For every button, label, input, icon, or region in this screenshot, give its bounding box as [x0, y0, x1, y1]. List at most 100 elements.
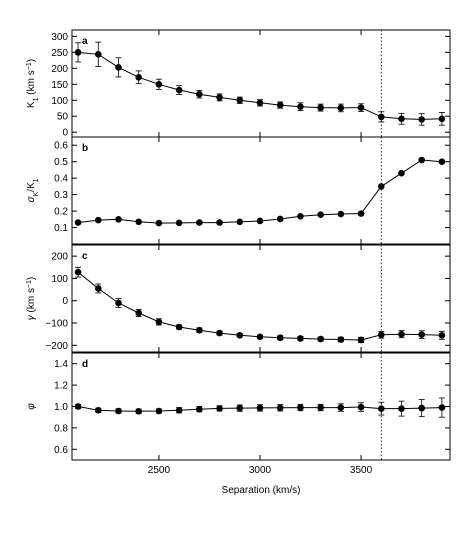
data-point — [94, 50, 102, 58]
data-point — [317, 211, 324, 218]
y-label-main: φ — [26, 403, 37, 410]
y-label-slash: /K — [26, 182, 37, 192]
data-point — [216, 329, 223, 337]
data-point — [398, 405, 405, 412]
data-point — [256, 404, 264, 412]
data-point — [74, 403, 82, 410]
data-point — [377, 331, 385, 339]
data-point — [418, 156, 426, 164]
data-point — [155, 318, 163, 326]
data-point — [94, 285, 102, 292]
y-label-main: σ — [26, 196, 37, 203]
y-label-close: ) — [26, 277, 37, 280]
x-tick-label: 2500 — [148, 465, 171, 476]
data-point — [297, 103, 304, 110]
panel-frame — [71, 29, 451, 138]
data-point — [236, 331, 244, 339]
y-label-unit: (km s — [26, 70, 37, 97]
data-point — [74, 268, 82, 276]
y-tick-label: −100 — [45, 319, 68, 330]
data-point — [377, 113, 385, 121]
data-point — [196, 219, 203, 226]
data-point — [357, 403, 365, 411]
y-label-sup: −1 — [26, 280, 33, 288]
data-point — [115, 216, 122, 223]
data-point — [135, 73, 143, 81]
x-tick-label: 3500 — [350, 465, 373, 476]
x-axis-label: Separation (km/s) — [222, 485, 301, 496]
series-line — [78, 159, 442, 224]
y-label-main: K — [26, 101, 37, 108]
data-point — [398, 115, 405, 123]
y-tick-label: 0.6 — [54, 445, 68, 456]
data-point — [418, 116, 426, 123]
data-point — [438, 404, 446, 411]
panel-a: 0 50 100 150 200 250 300 a K1 (km s−1) — [26, 29, 451, 139]
x-tick-label: 3000 — [249, 465, 272, 476]
series-line — [77, 271, 442, 341]
y-tick-label: 200 — [51, 252, 68, 263]
y-tick-label: 100 — [51, 96, 68, 107]
data-point — [175, 323, 183, 331]
data-point — [236, 96, 244, 104]
panel-frame — [71, 244, 451, 353]
data-point — [135, 408, 143, 415]
y-tick-label: 0.5 — [54, 157, 68, 168]
data-point — [357, 210, 365, 217]
data-point — [317, 104, 324, 111]
panel-label: a — [82, 36, 88, 47]
data-point — [115, 299, 122, 307]
y-label-close: ) — [26, 59, 37, 62]
y-tick-label: −200 — [45, 341, 68, 352]
y-axis-label: σK/K1 — [26, 178, 40, 202]
data-point — [256, 333, 264, 341]
data-point — [216, 219, 223, 226]
y-tick-label: 300 — [51, 32, 68, 43]
data-point — [196, 90, 203, 98]
y-label-sub: K — [33, 192, 40, 197]
y-tick-label: 0.1 — [54, 223, 68, 234]
data-point — [276, 404, 284, 412]
panel-frame — [71, 136, 451, 245]
data-point — [276, 334, 284, 342]
data-point — [337, 210, 345, 218]
data-point — [135, 309, 143, 317]
y-label-sub: 1 — [33, 97, 40, 101]
y-tick-label: 0.4 — [54, 174, 68, 185]
y-tick-label: 1.0 — [54, 402, 68, 413]
data-point — [196, 326, 203, 334]
y-tick-label: 0 — [62, 128, 68, 139]
y-axis-label: K1 (km s−1) — [26, 59, 40, 108]
data-point — [337, 404, 345, 411]
data-point — [418, 331, 426, 338]
data-point — [297, 213, 304, 220]
data-point — [297, 404, 304, 411]
y-label-unit: (km s — [26, 288, 37, 315]
data-point — [236, 218, 244, 226]
y-tick-label: 0.8 — [54, 423, 68, 434]
data-point — [115, 407, 122, 415]
data-point — [297, 335, 304, 342]
data-point — [175, 406, 183, 414]
data-point — [398, 330, 405, 338]
panel-label: b — [82, 143, 88, 154]
y-tick-label: 1.4 — [54, 359, 68, 370]
y-tick-label: 50 — [57, 112, 69, 123]
data-point — [357, 104, 365, 111]
data-point — [438, 331, 446, 339]
data-point — [256, 99, 264, 107]
data-point — [377, 405, 385, 412]
data-point — [216, 405, 223, 412]
data-point — [317, 335, 324, 343]
data-point — [155, 219, 163, 227]
panel-c: −200 −100 0 100 200 c γ (km s−1) — [26, 244, 451, 353]
panel-label: d — [82, 359, 88, 370]
data-point — [135, 218, 143, 226]
y-axis-label: γ (km s−1) — [26, 277, 38, 321]
data-point — [377, 183, 385, 190]
y-label-main: γ — [26, 314, 37, 320]
y-tick-label: 0.6 — [54, 141, 68, 152]
y-tick-label: 0 — [62, 296, 68, 307]
y-tick-label: 0.3 — [54, 190, 68, 201]
